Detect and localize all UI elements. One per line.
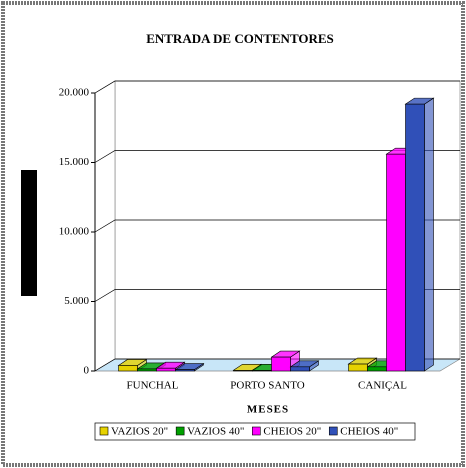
bar bbox=[252, 370, 272, 372]
legend-swatch bbox=[328, 426, 338, 436]
y-tick-label: 0 bbox=[84, 365, 90, 377]
legend-label: CHEIOS 40" bbox=[340, 426, 398, 438]
bar bbox=[348, 363, 368, 372]
chart-title: ENTRADA DE CONTENTORES bbox=[146, 31, 334, 46]
legend-label: VAZIOS 40" bbox=[187, 426, 244, 438]
y-tick-label: 5.000 bbox=[64, 295, 89, 307]
bar bbox=[233, 370, 253, 372]
bar bbox=[156, 367, 176, 372]
legend-swatch bbox=[175, 426, 185, 436]
x-tick-label: CANIÇAL bbox=[358, 380, 407, 392]
y-tick-label: 20.000 bbox=[59, 87, 90, 99]
bar bbox=[405, 103, 425, 372]
bar-side bbox=[424, 97, 434, 372]
grid-line bbox=[94, 289, 460, 302]
grid-line bbox=[94, 358, 460, 372]
bar bbox=[137, 368, 157, 372]
grid-line bbox=[94, 150, 460, 163]
y-tick-label: 15.000 bbox=[59, 156, 90, 168]
bar bbox=[290, 366, 310, 372]
legend-label: VAZIOS 20" bbox=[111, 426, 168, 438]
bar bbox=[175, 369, 195, 372]
bar bbox=[367, 366, 387, 372]
y-axis-label-redacted bbox=[21, 170, 37, 296]
legend-label: CHEIOS 20" bbox=[263, 426, 321, 438]
bar bbox=[118, 365, 138, 372]
grid-line bbox=[94, 219, 460, 233]
grid-line bbox=[94, 80, 460, 94]
x-axis-label: MESES bbox=[247, 404, 289, 416]
bar bbox=[386, 153, 406, 372]
x-tick-label: PORTO SANTO bbox=[230, 380, 304, 392]
y-tick-label: 10.000 bbox=[59, 226, 90, 238]
bar bbox=[271, 356, 291, 372]
legend-swatch bbox=[99, 426, 109, 436]
legend-swatch bbox=[252, 426, 261, 436]
x-tick-label: FUNCHAL bbox=[127, 380, 179, 392]
